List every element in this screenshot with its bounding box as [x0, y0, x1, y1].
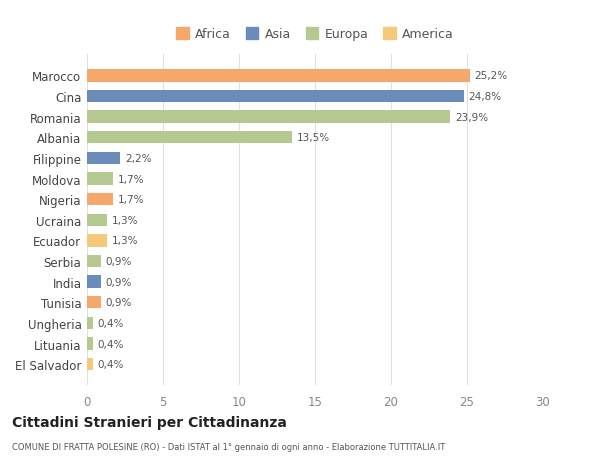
Text: 1,3%: 1,3%	[112, 236, 138, 246]
Legend: Africa, Asia, Europa, America: Africa, Asia, Europa, America	[176, 28, 454, 41]
Text: Cittadini Stranieri per Cittadinanza: Cittadini Stranieri per Cittadinanza	[12, 415, 287, 429]
Bar	[87, 297, 101, 309]
Text: 2,2%: 2,2%	[125, 154, 151, 163]
Text: 0,4%: 0,4%	[98, 339, 124, 349]
Bar	[87, 70, 470, 83]
Bar	[87, 317, 93, 330]
Text: 23,9%: 23,9%	[455, 112, 488, 123]
Bar	[87, 152, 121, 165]
Text: 0,9%: 0,9%	[105, 257, 131, 267]
Text: 0,4%: 0,4%	[98, 359, 124, 369]
Text: 0,9%: 0,9%	[105, 297, 131, 308]
Bar	[87, 214, 107, 226]
Text: 1,7%: 1,7%	[118, 195, 144, 205]
Text: 13,5%: 13,5%	[297, 133, 330, 143]
Text: 0,9%: 0,9%	[105, 277, 131, 287]
Text: COMUNE DI FRATTA POLESINE (RO) - Dati ISTAT al 1° gennaio di ogni anno - Elabora: COMUNE DI FRATTA POLESINE (RO) - Dati IS…	[12, 442, 445, 451]
Text: 1,7%: 1,7%	[118, 174, 144, 184]
Bar	[87, 91, 464, 103]
Bar	[87, 194, 113, 206]
Bar	[87, 338, 93, 350]
Text: 25,2%: 25,2%	[475, 71, 508, 81]
Text: 24,8%: 24,8%	[469, 92, 502, 102]
Bar	[87, 255, 101, 268]
Text: 1,3%: 1,3%	[112, 215, 138, 225]
Bar	[87, 358, 93, 370]
Bar	[87, 132, 292, 144]
Bar	[87, 111, 450, 123]
Bar	[87, 276, 101, 288]
Bar	[87, 235, 107, 247]
Bar	[87, 173, 113, 185]
Text: 0,4%: 0,4%	[98, 318, 124, 328]
